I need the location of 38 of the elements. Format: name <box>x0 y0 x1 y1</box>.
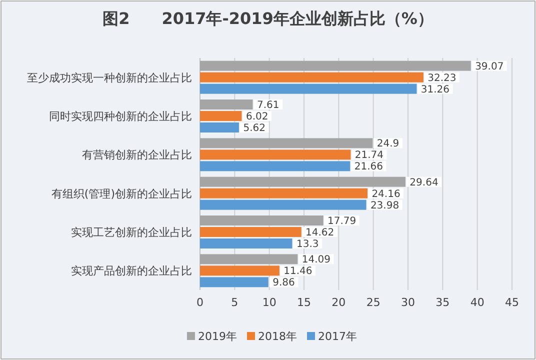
data-label: 24.16 <box>372 188 400 200</box>
y-tick-label: 有组织(管理)创新的企业占比 <box>51 187 192 200</box>
x-tick-label: 25 <box>366 296 380 309</box>
chart-title: 图2 2017年-2019年企业创新占比（%） <box>102 9 434 28</box>
x-tick-label: 0 <box>196 296 204 309</box>
x-tick-label: 30 <box>401 296 415 309</box>
y-tick-label: 有营销创新的企业占比 <box>82 148 192 162</box>
data-label: 39.07 <box>475 61 504 72</box>
data-label: 9.86 <box>272 278 295 289</box>
data-label: 6.02 <box>246 112 268 122</box>
legend-label: 2018年 <box>258 330 297 343</box>
data-label: 7.61 <box>257 100 280 111</box>
data-label: 24.9 <box>376 138 400 150</box>
x-tick-label: 20 <box>332 296 346 309</box>
data-label: 14.09 <box>302 254 331 266</box>
x-tick-label: 45 <box>505 296 519 309</box>
y-tick-label: 实现工艺创新的企业占比 <box>71 226 192 239</box>
data-label: 5.62 <box>243 123 266 134</box>
legend-label: 2017年 <box>318 330 357 343</box>
x-tick-label: 40 <box>470 296 484 309</box>
y-tick-label: 实现产品创新的企业占比 <box>71 264 192 278</box>
x-tick-label: 35 <box>436 296 450 309</box>
data-label: 31.26 <box>420 84 450 96</box>
x-tick-label: 5 <box>231 296 238 309</box>
y-tick-label: 同时实现四种创新的企业占比 <box>49 110 192 123</box>
legend-label: 2019年 <box>198 330 237 343</box>
data-label: 21.74 <box>354 150 384 162</box>
data-label: 11.46 <box>284 266 312 278</box>
data-label: 14.62 <box>306 228 334 238</box>
x-tick-label: 10 <box>262 296 276 309</box>
data-label: 17.79 <box>328 216 356 227</box>
data-label: 32.23 <box>428 72 456 84</box>
data-label: 29.64 <box>410 177 438 188</box>
x-tick-label: 15 <box>297 296 311 309</box>
data-label: 21.66 <box>354 162 383 173</box>
data-label: 13.3 <box>296 239 319 250</box>
y-tick-label: 至少成功实现一种创新的企业占比 <box>27 71 192 84</box>
data-label: 23.98 <box>370 200 400 212</box>
